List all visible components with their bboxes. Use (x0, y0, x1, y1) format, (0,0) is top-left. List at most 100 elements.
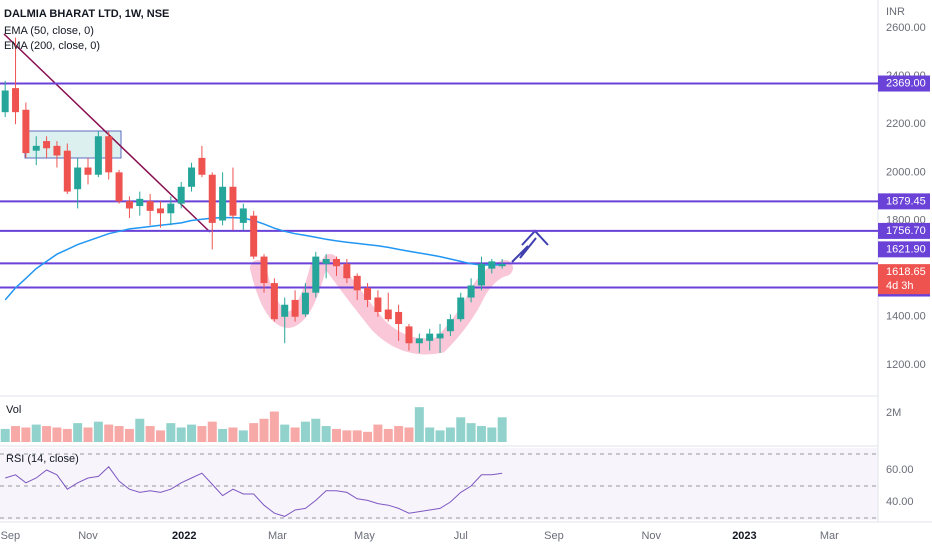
candle-body (229, 186, 237, 216)
candle-body (12, 88, 20, 113)
volume-bar (83, 427, 93, 442)
volume-bar (228, 427, 238, 442)
volume-bar (114, 426, 124, 442)
volume-bar (11, 426, 21, 442)
y-tick-label: 2600.00 (886, 22, 926, 34)
last-price-box (878, 264, 930, 295)
candle-body (291, 299, 299, 317)
level-label: 1621.90 (886, 243, 926, 255)
volume-bar (207, 421, 217, 442)
candle-body (322, 259, 330, 264)
volume-bar (497, 417, 507, 442)
x-tick-label: Sep (1, 530, 21, 542)
volume-bar (187, 424, 197, 442)
candle-body (260, 256, 268, 284)
level-label-box (878, 241, 930, 258)
candle-body (219, 186, 227, 221)
y-tick-label: 2000.00 (886, 166, 926, 178)
volume-bar (487, 427, 497, 442)
x-tick-label: Sep (544, 530, 564, 542)
arrow (511, 237, 537, 263)
volume-bar (62, 428, 72, 442)
volume-bar (476, 426, 486, 442)
volume-bar (238, 430, 248, 442)
volume-bar (269, 411, 279, 442)
indicator-label: EMA (50, close, 0) (4, 25, 94, 37)
candle-body (167, 203, 175, 214)
volume-bar (135, 418, 145, 442)
volume-bar (342, 430, 352, 442)
volume-bar (290, 427, 300, 442)
countdown-label: 4d 3h (886, 280, 914, 292)
candle-body (105, 136, 113, 173)
candle-body (270, 283, 278, 320)
candle-body (405, 326, 413, 344)
volume-bar (104, 424, 114, 442)
candle-body (63, 150, 71, 192)
candle-body (250, 215, 258, 257)
candle-body (177, 186, 185, 204)
volume-bar (42, 426, 52, 442)
candle-body (146, 201, 154, 211)
candle-body (395, 311, 403, 324)
volume-bar (404, 427, 414, 442)
candle-body (446, 319, 454, 332)
candle-body (115, 172, 123, 202)
candle-body (136, 198, 144, 207)
volume-bar (373, 424, 383, 442)
volume-bar (31, 424, 41, 442)
candle-body (332, 259, 340, 267)
volume-bar (52, 427, 62, 442)
volume-bar (176, 427, 186, 442)
volume-bar (280, 424, 290, 442)
rsi-band (0, 448, 878, 520)
candle-body (84, 167, 92, 175)
x-tick-label: Nov (641, 530, 661, 542)
candle-body (156, 208, 164, 214)
y-tick-label: 40.00 (886, 496, 914, 508)
volume-bar (155, 430, 165, 442)
x-tick-label: Mar (820, 530, 839, 542)
candle-body (198, 157, 206, 175)
volume-bar (331, 428, 341, 442)
y-tick-label: 2200.00 (886, 118, 926, 130)
volume-bar (21, 427, 31, 442)
volume-bar (300, 421, 310, 442)
x-tick-label: Jul (454, 530, 468, 542)
candle-body (364, 287, 372, 300)
volume-bar (445, 427, 455, 442)
candle-body (477, 263, 485, 286)
volume-bar (425, 427, 435, 442)
x-tick-label: 2023 (732, 530, 756, 542)
level-label: 1756.70 (886, 225, 926, 237)
marks: 2600.002400.002200.002000.001800.001400.… (0, 22, 930, 542)
candle-body (488, 261, 496, 269)
volume-bar (259, 418, 269, 442)
candle-body (239, 208, 247, 223)
volume-bar (394, 426, 404, 442)
volume-bar (124, 428, 134, 442)
candle-body (53, 145, 61, 156)
x-tick-label: 2022 (172, 530, 196, 542)
candle-body (43, 141, 51, 149)
volume-bar (197, 426, 207, 442)
volume-title: Vol (6, 404, 21, 416)
candle-body (353, 275, 361, 291)
candle-body (457, 297, 465, 320)
currency-label: INR (886, 6, 905, 18)
y-tick-label: 2M (886, 407, 901, 419)
chart-title: DALMIA BHARAT LTD, 1W, NSE (4, 8, 169, 20)
volume-bar (321, 426, 331, 442)
level-label: 1879.45 (886, 195, 926, 207)
volume-bar (249, 423, 259, 442)
candle-body (343, 263, 351, 279)
volume-bar (352, 430, 362, 442)
y-tick-label: 60.00 (886, 464, 914, 476)
volume-bar (414, 407, 424, 442)
trend-line (3, 33, 211, 233)
candle-body (312, 256, 320, 293)
candle-body (374, 297, 382, 312)
candle-body (384, 309, 392, 320)
